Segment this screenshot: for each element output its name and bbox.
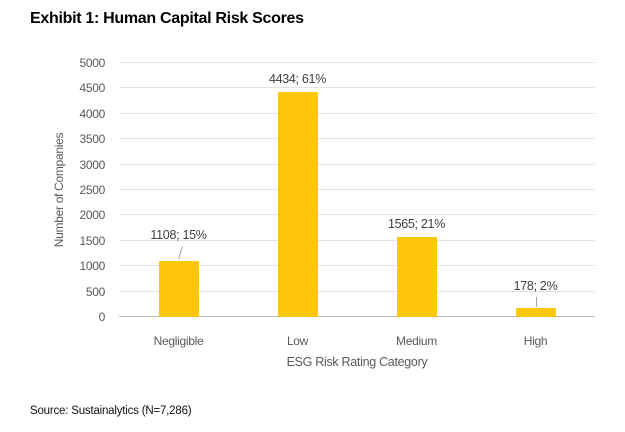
x-category-label-medium: Medium bbox=[396, 334, 437, 348]
bar-high bbox=[515, 307, 556, 317]
bar-negligible bbox=[158, 260, 199, 317]
y-tick-label-0: 0 bbox=[98, 310, 106, 324]
gridline-3000 bbox=[119, 163, 595, 165]
gridline-4000 bbox=[119, 112, 595, 114]
y-tick-label-1000: 1000 bbox=[79, 259, 106, 274]
plot-area: 0 500 1000 1500 2000 2500 3000 3500 4000 4500 5000… bbox=[80, 56, 595, 348]
bar-medium bbox=[396, 237, 437, 317]
y-tick-label-2000: 2000 bbox=[79, 208, 106, 223]
gridline-4500 bbox=[119, 87, 595, 89]
gridline-2500 bbox=[119, 189, 595, 190]
y-tick-label-500: 500 bbox=[85, 284, 105, 299]
bar-low bbox=[277, 91, 318, 317]
bar-value-label-high: 178; 2% bbox=[513, 278, 558, 293]
x-axis-title: ESG Risk Rating Category bbox=[286, 355, 428, 369]
bar-value-label-negligible: 1108; 15% bbox=[150, 227, 207, 242]
y-tick-label-4500: 4500 bbox=[79, 81, 106, 96]
y-tick-label-1500: 1500 bbox=[79, 233, 106, 248]
gridline-1000 bbox=[119, 265, 595, 267]
gridline-5000 bbox=[119, 62, 595, 63]
x-category-label-low: Low bbox=[286, 334, 309, 348]
gridline-2000 bbox=[119, 214, 595, 216]
exhibit-title: Exhibit 1: Human Capital Risk Scores bbox=[30, 10, 304, 27]
bar-value-label-medium: 1565; 21% bbox=[387, 217, 446, 232]
x-category-label-negligible: Negligible bbox=[153, 334, 204, 348]
source-note: Source: Sustainalytics (N=7,286) bbox=[30, 405, 192, 417]
label-leader-line-high bbox=[535, 296, 537, 307]
y-tick-label-3500: 3500 bbox=[79, 132, 106, 147]
gridline-500 bbox=[119, 290, 595, 292]
y-tick-label-3000: 3000 bbox=[79, 157, 106, 172]
y-tick-label-5000: 5000 bbox=[79, 56, 106, 70]
x-category-label-high: High bbox=[523, 334, 548, 348]
gridline-1500 bbox=[119, 239, 595, 241]
y-tick-label-4000: 4000 bbox=[79, 106, 106, 121]
bar-value-label-low: 4434; 61% bbox=[268, 71, 327, 86]
y-tick-label-2500: 2500 bbox=[79, 183, 106, 197]
label-leader-line-negligible bbox=[177, 245, 183, 260]
gridline-3500 bbox=[119, 138, 595, 140]
